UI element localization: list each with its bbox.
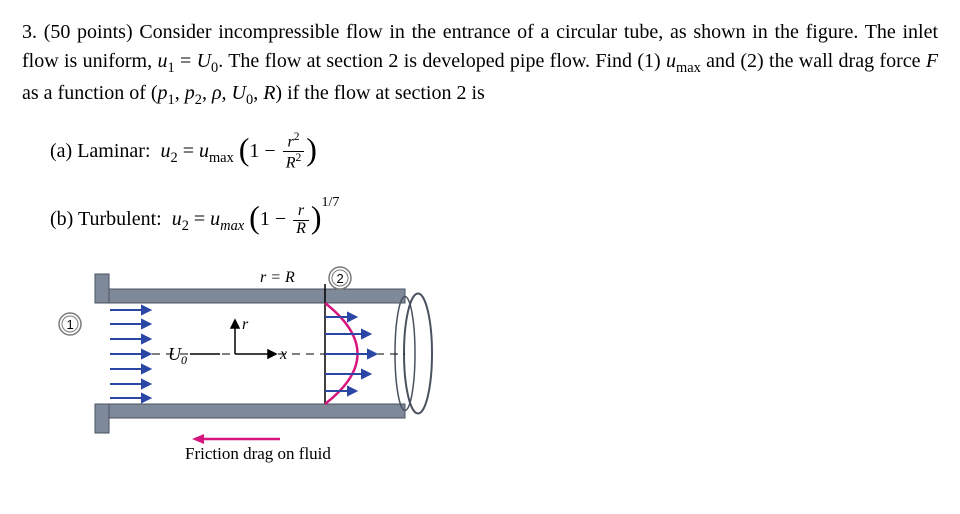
part-b-label: (b) Turbulent: [50, 208, 162, 230]
x-label: x [279, 346, 287, 363]
problem-number: 3. [22, 21, 37, 43]
tube-wall-bottom [95, 404, 405, 418]
profile-arrows [325, 313, 376, 395]
circle-2-text: 2 [337, 271, 344, 286]
outlet-ellipse [404, 293, 432, 413]
params-list: (p1, p2, ρ, U0, R) [151, 82, 282, 104]
part-a-label: (a) Laminar: [50, 140, 151, 162]
part-b-eq: u2 = umax (1 − rR)1/7 [172, 208, 340, 230]
umax-var: umax [666, 50, 706, 72]
r-eq-R-label: r = R [260, 269, 295, 286]
problem-points: (50 points) [44, 21, 133, 43]
F-var: F [926, 50, 938, 72]
figure: U0 x r r = R 1 2 Friction drag on fluid [50, 254, 938, 473]
inlet-arrows [110, 306, 150, 402]
axes [231, 320, 276, 358]
problem-text-5: if the flow at section 2 is [287, 82, 485, 104]
problem-text-2: . The flow at section 2 is developed pip… [218, 50, 660, 72]
problem-text-4: as a function of [22, 82, 146, 104]
circle-1-text: 1 [67, 317, 74, 332]
problem-text-3: and (2) the wall drag force [706, 50, 920, 72]
eq-inlet: u1 = U0 [157, 50, 218, 72]
u0-label: U0 [168, 344, 187, 367]
r-label: r [242, 316, 249, 333]
friction-arrow-head [192, 434, 204, 444]
pipe-figure-svg: U0 x r r = R 1 2 Friction drag on fluid [50, 254, 470, 464]
friction-label: Friction drag on fluid [185, 444, 331, 463]
part-b: (b) Turbulent: u2 = umax (1 − rR)1/7 [50, 197, 938, 243]
problem-statement: 3. (50 points) Consider incompressible f… [22, 18, 938, 111]
inlet-top [95, 274, 109, 303]
part-a-eq: u2 = umax (1 − r2R2) [161, 140, 317, 162]
part-a: (a) Laminar: u2 = umax (1 − r2R2) [50, 129, 938, 175]
inlet-bottom [95, 404, 109, 433]
tube-wall-top [95, 289, 405, 303]
